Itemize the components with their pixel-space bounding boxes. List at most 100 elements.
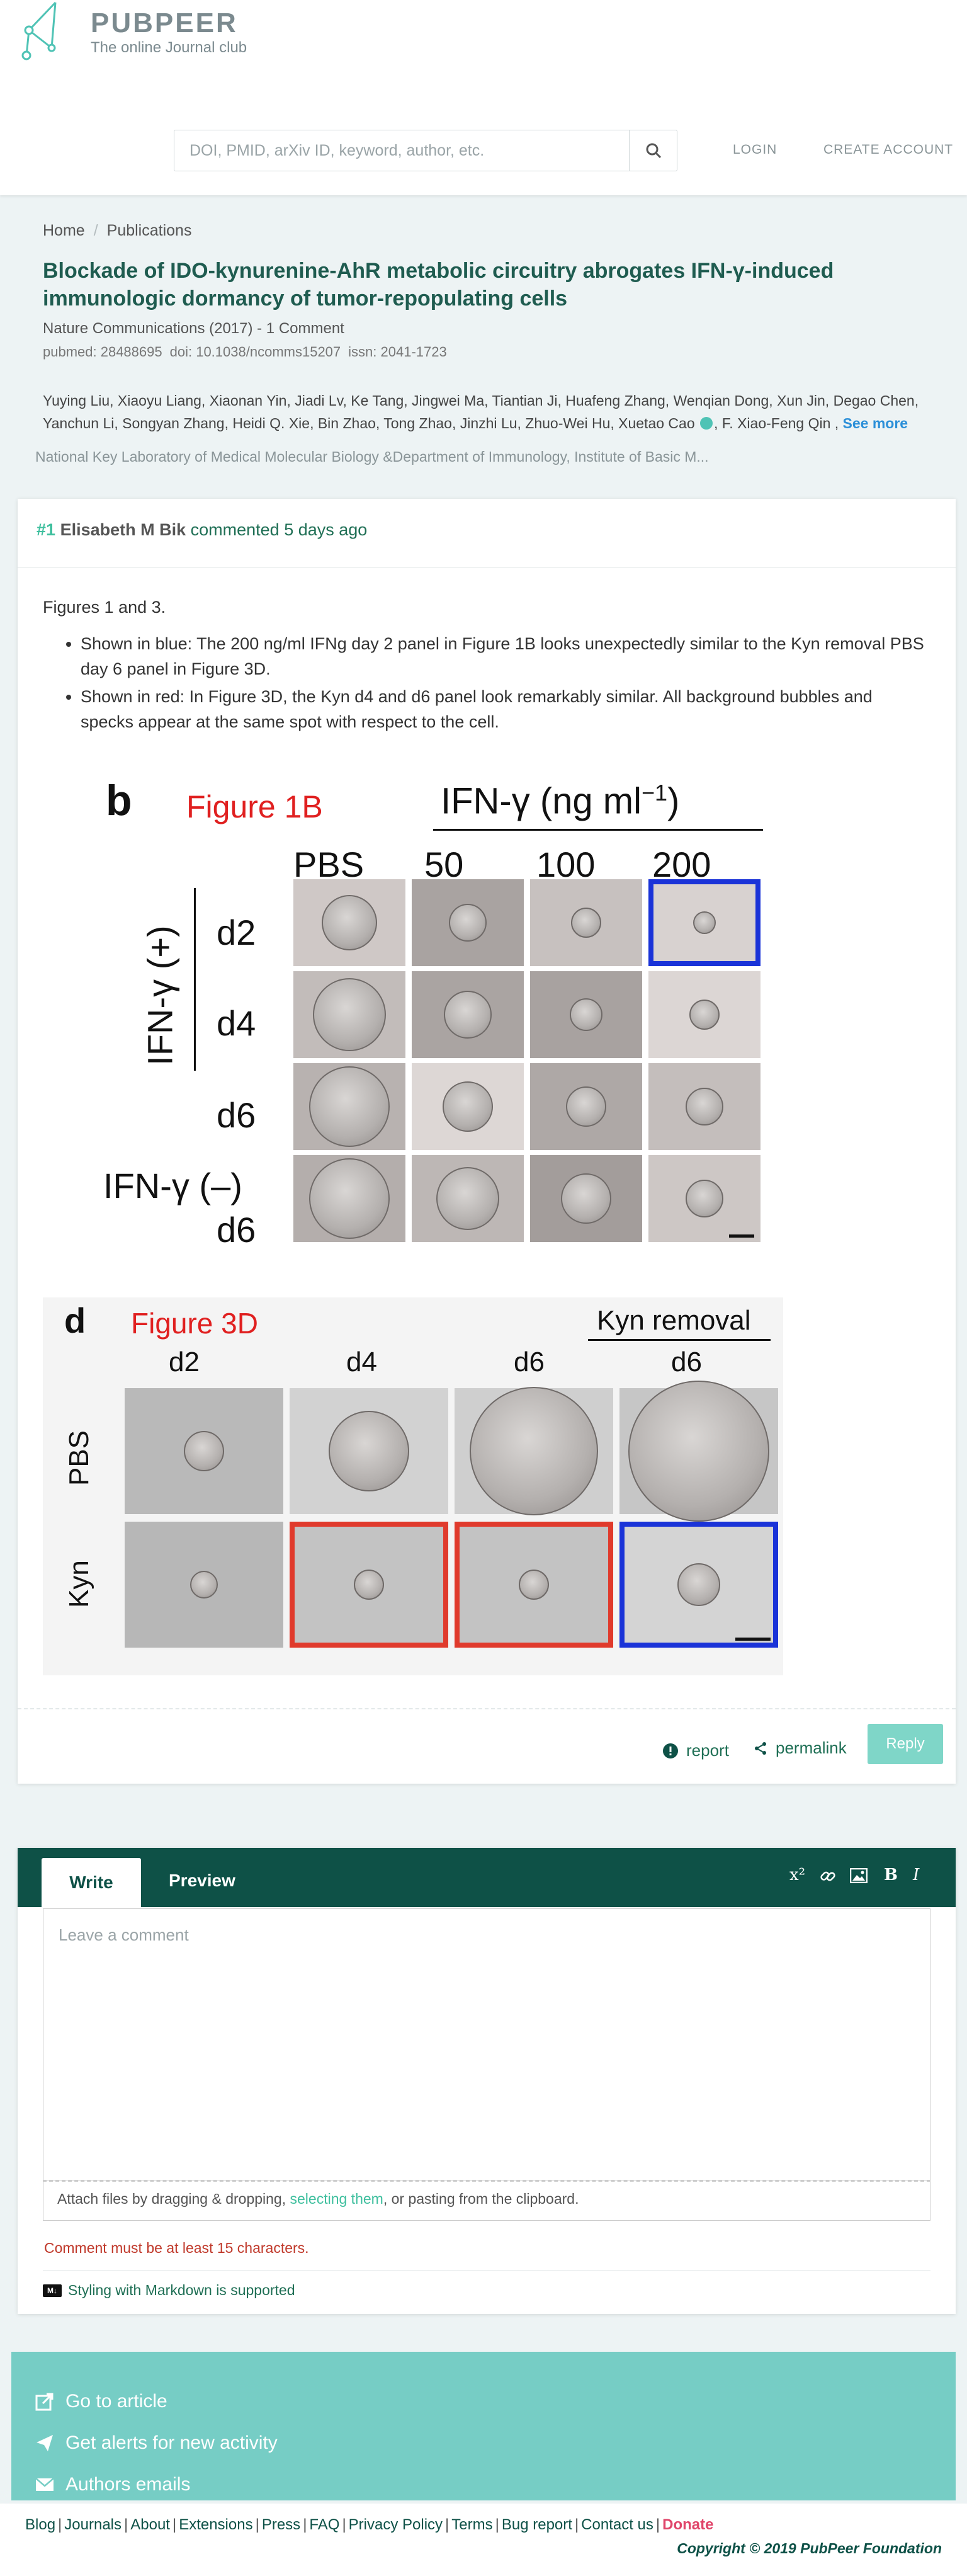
figure-1b-panel (293, 1155, 405, 1242)
attach-text-1: Attach files by dragging & dropping, (57, 2191, 290, 2207)
italic-icon[interactable]: I (913, 1866, 920, 1884)
figure-1b-group-rule (194, 888, 196, 1071)
search-input[interactable] (174, 130, 629, 171)
figure-1b-panel (648, 879, 761, 966)
footer-separator: | (303, 2516, 307, 2533)
figure-1b-panel (293, 1063, 405, 1150)
comment-textarea[interactable] (43, 1909, 930, 2180)
verified-author-icon (700, 416, 713, 430)
figure-1b-header-sup: −1 (642, 780, 668, 806)
link-icon[interactable] (820, 1868, 836, 1884)
cell-spheroid (329, 1411, 409, 1491)
pubmed-id[interactable]: pubmed: 28488695 (43, 344, 162, 360)
create-account-link[interactable]: CREATE ACCOUNT (823, 142, 954, 157)
footer-link-donate[interactable]: Donate (662, 2516, 714, 2533)
comment-author[interactable]: Elisabeth M Bik (60, 520, 186, 539)
footer-links: Blog | Journals | About | Extensions | Press | FAQ… (25, 2516, 713, 2534)
figure-1b-image[interactable]: b Figure 1B IFN-γ (ng ml−1) PBS 50 100 2… (43, 775, 805, 1272)
figure-3d-panel (455, 1522, 613, 1648)
footer-separator: | (495, 2516, 499, 2533)
image-icon[interactable] (850, 1868, 868, 1883)
figure-1b-panel (648, 1155, 761, 1242)
reply-button[interactable]: Reply (868, 1724, 943, 1764)
validation-error: Comment must be at least 15 characters. (44, 2240, 309, 2256)
footer-separator: | (58, 2516, 62, 2533)
logo-subtitle: The online Journal club (91, 39, 247, 56)
breadcrumb: Home / Publications (43, 222, 191, 240)
tab-preview[interactable]: Preview (169, 1871, 235, 1890)
cell-spheroid (313, 978, 386, 1051)
permalink-label: permalink (776, 1738, 847, 1757)
footer-link-contact-us[interactable]: Contact us (581, 2516, 653, 2533)
get-alerts-link[interactable]: Get alerts for new activity (35, 2432, 278, 2454)
footer-link-terms[interactable]: Terms (451, 2516, 493, 2533)
search-button[interactable] (629, 130, 677, 171)
figure-1b-panel (412, 1155, 524, 1242)
comment-number[interactable]: #1 (37, 520, 56, 539)
affiliation: National Key Laboratory of Medical Molec… (35, 448, 709, 465)
comment-time: commented 5 days ago (190, 520, 368, 539)
cell-spheroid (519, 1570, 549, 1600)
figure-3d-panel (619, 1522, 778, 1648)
figure-1b-header-close: ) (667, 780, 680, 822)
comment-editor: Write Preview x² B I Attach files by dra… (18, 1848, 956, 2314)
site-footer: Blog | Journals | About | Extensions | Press | FAQ… (0, 2504, 967, 2576)
figure-3d-letter: d (64, 1301, 86, 1340)
see-more-link[interactable]: See more (842, 415, 908, 431)
attach-text-2: , or pasting from the clipboard. (383, 2191, 579, 2207)
footer-separator: | (255, 2516, 259, 2533)
comment-bullets: Shown in blue: The 200 ng/ml IFNg day 2 … (43, 631, 924, 734)
footer-separator: | (574, 2516, 579, 2533)
figure-1b-panel (412, 1063, 524, 1150)
figure-3d-col-d2: d2 (169, 1347, 200, 1377)
cell-spheroid (693, 911, 716, 934)
footer-separator: | (124, 2516, 128, 2533)
copyright: Copyright © 2019 PubPeer Foundation (677, 2540, 942, 2556)
breadcrumb-publications[interactable]: Publications (106, 222, 192, 239)
markdown-hint[interactable]: M↓ Styling with Markdown is supported (43, 2270, 930, 2299)
figure-3d-kyn-removal: Kyn removal (597, 1305, 751, 1336)
cell-spheroid (677, 1563, 720, 1606)
footer-link-press[interactable]: Press (261, 2516, 301, 2533)
footer-link-privacy-policy[interactable]: Privacy Policy (348, 2516, 443, 2533)
cell-spheroid (309, 1066, 390, 1147)
comment-card: #1 Elisabeth M Bik commented 5 days ago … (18, 499, 956, 1784)
footer-link-blog[interactable]: Blog (25, 2516, 56, 2533)
publication-title[interactable]: Blockade of IDO-kynurenine-AhR metabolic… (43, 259, 834, 311)
tab-write[interactable]: Write (42, 1858, 141, 1907)
login-link[interactable]: LOGIN (733, 142, 778, 157)
figure-1b-panel (648, 971, 761, 1058)
footer-link-journals[interactable]: Journals (64, 2516, 122, 2533)
authors-emails-label: Authors emails (65, 2474, 191, 2495)
issn: issn: 2041-1723 (348, 344, 447, 360)
logo-title[interactable]: PUBPEER (91, 8, 238, 38)
figure-3d-col-d6a: d6 (514, 1347, 545, 1377)
authors-emails-link[interactable]: Authors emails (35, 2474, 190, 2495)
superscript-icon[interactable]: x² (789, 1866, 806, 1884)
figure-3d-header-rule (588, 1339, 771, 1341)
scale-bar (729, 1234, 754, 1238)
figure-1b-col-100: 100 (536, 845, 596, 884)
figure-3d-image[interactable]: d Figure 3D Kyn removal d2 d4 d6 d6 PBS … (43, 1297, 783, 1675)
report-link[interactable]: report (662, 1741, 729, 1760)
permalink-link[interactable]: permalink (753, 1738, 847, 1758)
breadcrumb-home[interactable]: Home (43, 222, 85, 239)
attach-files-zone[interactable]: Attach files by dragging & dropping, sel… (43, 2180, 930, 2221)
figure-3d-col-d6b: d6 (671, 1347, 702, 1377)
footer-link-extensions[interactable]: Extensions (179, 2516, 253, 2533)
figure-1b-col-200: 200 (652, 845, 711, 884)
doi[interactable]: doi: 10.1038/ncomms15207 (169, 344, 341, 360)
report-label: report (686, 1741, 729, 1760)
pubpeer-logo-icon[interactable] (18, 0, 65, 60)
paper-plane-icon (37, 2435, 53, 2451)
footer-link-bug-report[interactable]: Bug report (501, 2516, 572, 2533)
bold-icon[interactable]: B (884, 1866, 898, 1884)
figure-3d-panel (125, 1388, 283, 1514)
get-alerts-label: Get alerts for new activity (65, 2432, 278, 2453)
cell-spheroid (470, 1387, 598, 1515)
go-to-article-link[interactable]: Go to article (35, 2391, 167, 2412)
figure-1b-panel (530, 1063, 642, 1150)
footer-link-about[interactable]: About (130, 2516, 170, 2533)
select-files-link[interactable]: selecting them (290, 2191, 383, 2207)
footer-link-faq[interactable]: FAQ (309, 2516, 340, 2533)
